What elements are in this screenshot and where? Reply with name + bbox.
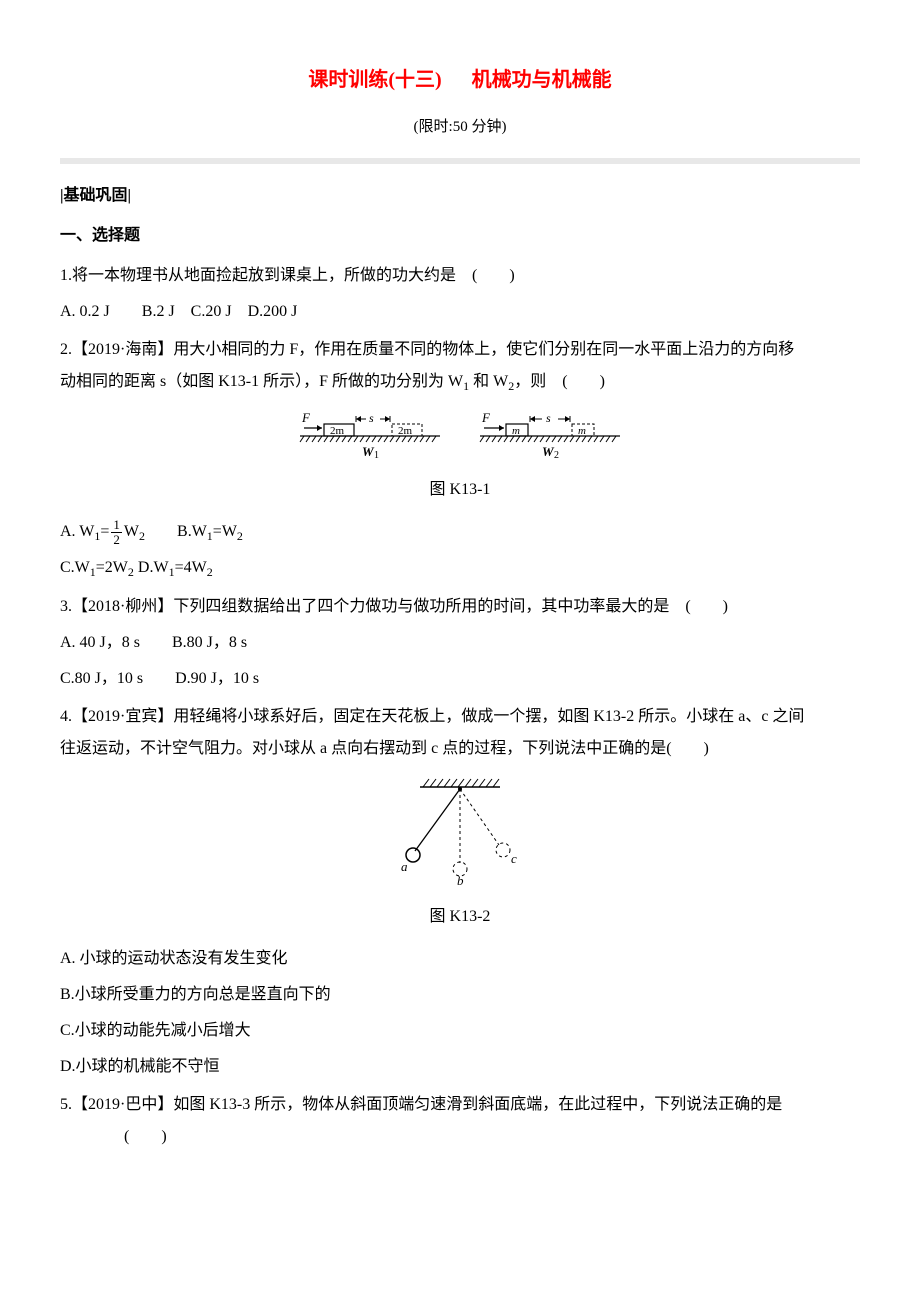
q2-figure: 2m 2m F s W 1 [60, 408, 860, 506]
q3-options2: C.80 J，10 s D.90 J，10 s [60, 663, 860, 695]
heading-select: 一、选择题 [60, 220, 860, 252]
svg-text:2m: 2m [398, 425, 413, 437]
q4-line2: 往返运动，不计空气阻力。对小球从 a 点向右摆动到 c 点的过程，下列说法中正确… [60, 733, 860, 765]
q2-svg: 2m 2m F s W 1 [280, 408, 640, 458]
svg-text:s: s [369, 411, 374, 425]
svg-text:F: F [301, 410, 311, 425]
svg-text:c: c [511, 851, 517, 866]
q4-fig-caption: 图 K13-2 [60, 901, 860, 933]
q2-options-cd: C.W1=2W2 D.W1=4W2 [60, 552, 860, 584]
q2-optB-eq: =W [213, 523, 237, 540]
subtitle: (限时:50 分钟) [60, 112, 860, 142]
svg-text:m: m [578, 425, 586, 437]
q5-line2: ( ) [60, 1121, 860, 1153]
q5-line1: 5.【2019·巴中】如图 K13-3 所示，物体从斜面顶端匀速滑到斜面底端，在… [60, 1089, 860, 1121]
q4-svg: a b c [375, 775, 545, 885]
svg-text:2m: 2m [330, 425, 345, 437]
question-2: 2.【2019·海南】用大小相同的力 F，作用在质量不同的物体上，使它们分别在同… [60, 334, 860, 585]
q3-text: 3.【2018·柳州】下列四组数据给出了四个力做功与做功所用的时间，其中功率最大… [60, 591, 860, 623]
svg-text:1: 1 [374, 450, 379, 458]
q2-optA-eq: = [100, 523, 109, 540]
q2-optC-prefix: C.W [60, 559, 90, 576]
q2-mid: 和 W [469, 373, 508, 390]
title-part2: 机械功与机械能 [472, 69, 612, 91]
q4-line1: 4.【2019·宜宾】用轻绳将小球系好后，固定在天花板上，做成一个摆，如图 K1… [60, 701, 860, 733]
q2-optA-W2: W [124, 523, 139, 540]
q2-optC-eq: =2W [96, 559, 128, 576]
question-4: 4.【2019·宜宾】用轻绳将小球系好后，固定在天花板上，做成一个摆，如图 K1… [60, 701, 860, 1083]
title-part1: 课时训练(十三) [308, 69, 441, 91]
svg-text:2: 2 [554, 450, 559, 458]
q4-optC: C.小球的动能先减小后增大 [60, 1015, 860, 1047]
section-header: |基础巩固| [60, 180, 860, 212]
page-title: 课时训练(十三) 机械功与机械能 [60, 60, 860, 100]
frac-den: 2 [111, 533, 122, 547]
q2-optB-sub2: 2 [237, 529, 243, 543]
svg-text:s: s [546, 411, 551, 425]
q2-frac: 12 [111, 518, 122, 548]
question-3: 3.【2018·柳州】下列四组数据给出了四个力做功与做功所用的时间，其中功率最大… [60, 591, 860, 695]
frac-num: 1 [111, 518, 122, 533]
q2-end: ，则 ( ) [514, 373, 605, 390]
q2-options-ab: A. W1=12W2 B.W1=W2 [60, 516, 860, 548]
q3-options1: A. 40 J，8 s B.80 J，8 s [60, 627, 860, 659]
divider [60, 158, 860, 164]
q4-figure: a b c 图 K13-2 [60, 775, 860, 933]
q4-optD: D.小球的机械能不守恒 [60, 1051, 860, 1083]
question-5: 5.【2019·巴中】如图 K13-3 所示，物体从斜面顶端匀速滑到斜面底端，在… [60, 1089, 860, 1153]
q2-optC-mid: D.W [134, 559, 169, 576]
q2-line2a: 动相同的距离 s（如图 K13-1 所示），F 所做的功分别为 W [60, 373, 463, 390]
q2-fig-caption: 图 K13-1 [60, 474, 860, 506]
svg-text:a: a [401, 859, 408, 874]
svg-text:b: b [457, 873, 464, 885]
q2-optA-prefix: A. W [60, 523, 94, 540]
q2-spacer-ab: B.W [145, 523, 207, 540]
svg-text:m: m [512, 425, 520, 437]
q1-options: A. 0.2 J B.2 J C.20 J D.200 J [60, 296, 860, 328]
q2-optD-eq: =4W [175, 559, 207, 576]
svg-text:F: F [481, 410, 491, 425]
q2-line2: 动相同的距离 s（如图 K13-1 所示），F 所做的功分别为 W1 和 W2，… [60, 366, 860, 398]
title-spacer [447, 69, 467, 91]
q2-optD-sub2: 2 [207, 566, 213, 580]
q4-optB: B.小球所受重力的方向总是竖直向下的 [60, 979, 860, 1011]
q2-line1: 2.【2019·海南】用大小相同的力 F，作用在质量不同的物体上，使它们分别在同… [60, 334, 860, 366]
q4-optA: A. 小球的运动状态没有发生变化 [60, 943, 860, 975]
q1-text: 1.将一本物理书从地面捡起放到课桌上，所做的功大约是 ( ) [60, 260, 860, 292]
question-1: 1.将一本物理书从地面捡起放到课桌上，所做的功大约是 ( ) A. 0.2 J … [60, 260, 860, 328]
